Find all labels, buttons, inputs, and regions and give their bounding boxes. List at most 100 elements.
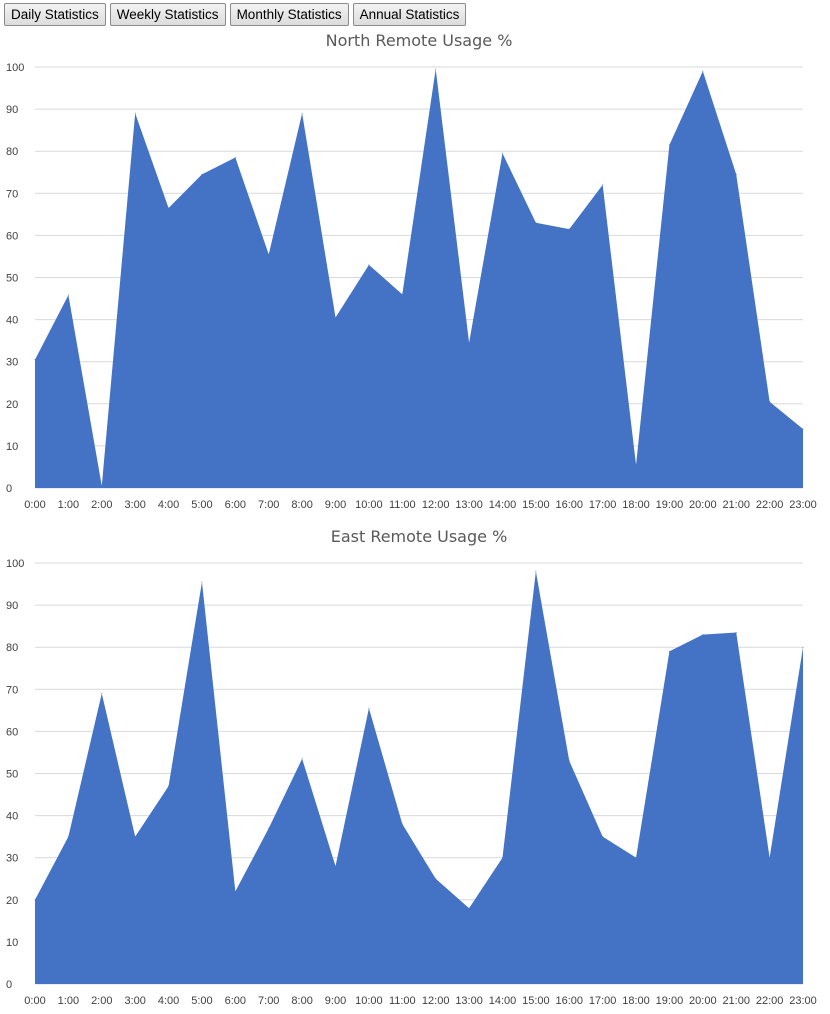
north-x-tick-label: 12:00 bbox=[422, 499, 450, 511]
north-x-tick-label: 19:00 bbox=[656, 499, 684, 511]
east-x-tick-label: 4:00 bbox=[158, 995, 179, 1007]
east-x-tick-label: 10:00 bbox=[355, 995, 383, 1007]
east-x-tick-label: 13:00 bbox=[455, 995, 483, 1007]
north-data-point bbox=[602, 184, 604, 186]
east-x-tick-label: 16:00 bbox=[555, 995, 583, 1007]
east-data-point bbox=[802, 646, 804, 648]
north-x-tick-label: 5:00 bbox=[191, 499, 212, 511]
north-data-point bbox=[668, 144, 670, 146]
east-data-point bbox=[735, 631, 737, 633]
north-data-point bbox=[535, 222, 537, 224]
north-data-point bbox=[702, 70, 704, 72]
east-data-point bbox=[668, 650, 670, 652]
north-x-tick-label: 0:00 bbox=[24, 499, 45, 511]
east-data-point bbox=[368, 707, 370, 709]
north-data-point bbox=[401, 293, 403, 295]
north-x-tick-label: 17:00 bbox=[589, 499, 617, 511]
east-data-point bbox=[635, 857, 637, 859]
east-x-tick-label: 12:00 bbox=[422, 995, 450, 1007]
east-x-tick-label: 14:00 bbox=[489, 995, 517, 1007]
north-y-tick-label: 60 bbox=[6, 230, 18, 242]
north-x-tick-label: 10:00 bbox=[355, 499, 383, 511]
east-y-tick-label: 70 bbox=[6, 684, 18, 696]
north-x-tick-label: 7:00 bbox=[258, 499, 279, 511]
north-data-point bbox=[802, 428, 804, 430]
east-data-point bbox=[134, 836, 136, 838]
north-data-point bbox=[101, 485, 103, 487]
north-usage-chart-svg: North Remote Usage % 0 10 20 30 40 50 60 70 80 90 1… bbox=[6, 31, 817, 511]
east-data-point bbox=[535, 570, 537, 572]
north-y-tick-label: 30 bbox=[6, 357, 18, 369]
daily-statistics-button[interactable]: Daily Statistics bbox=[4, 3, 106, 26]
east-data-point bbox=[335, 865, 337, 867]
east-data-point bbox=[201, 581, 203, 583]
north-y-tick-label: 20 bbox=[6, 399, 18, 411]
north-y-tick-label: 70 bbox=[6, 188, 18, 200]
north-x-tick-label: 6:00 bbox=[225, 499, 246, 511]
east-chart-title: East Remote Usage % bbox=[331, 527, 508, 546]
east-data-point bbox=[769, 857, 771, 859]
north-usage-area bbox=[35, 69, 803, 489]
north-x-tick-label: 18:00 bbox=[622, 499, 650, 511]
north-x-tick-label: 13:00 bbox=[455, 499, 483, 511]
statistics-toolbar: Daily Statistics Weekly Statistics Month… bbox=[4, 3, 467, 26]
north-y-tick-label: 50 bbox=[6, 273, 18, 285]
north-data-point bbox=[468, 342, 470, 344]
east-y-tick-label: 90 bbox=[6, 600, 18, 612]
east-x-tick-label: 20:00 bbox=[689, 995, 717, 1007]
north-data-point bbox=[168, 207, 170, 209]
east-data-point bbox=[468, 907, 470, 909]
east-data-point bbox=[435, 878, 437, 880]
north-x-tick-label: 3:00 bbox=[124, 499, 145, 511]
north-x-tick-label: 16:00 bbox=[555, 499, 583, 511]
north-data-point bbox=[568, 228, 570, 230]
north-data-point bbox=[335, 316, 337, 318]
north-data-point bbox=[735, 173, 737, 175]
east-y-tick-label: 0 bbox=[6, 979, 12, 991]
north-data-point bbox=[268, 253, 270, 255]
east-data-point bbox=[168, 785, 170, 787]
east-y-tick-label: 20 bbox=[6, 895, 18, 907]
north-data-point bbox=[635, 464, 637, 466]
east-data-point bbox=[34, 899, 36, 901]
weekly-statistics-button[interactable]: Weekly Statistics bbox=[109, 3, 226, 26]
east-data-point bbox=[702, 634, 704, 636]
north-data-point bbox=[435, 68, 437, 70]
north-data-point bbox=[201, 173, 203, 175]
east-x-tick-label: 18:00 bbox=[622, 995, 650, 1007]
north-x-tick-label: 15:00 bbox=[522, 499, 550, 511]
east-x-tick-label: 15:00 bbox=[522, 995, 550, 1007]
north-y-tick-label: 100 bbox=[6, 62, 24, 74]
north-x-tick-label: 1:00 bbox=[58, 499, 79, 511]
east-x-tick-label: 11:00 bbox=[389, 995, 416, 1007]
north-chart-title: North Remote Usage % bbox=[326, 31, 513, 50]
east-x-tick-label: 21:00 bbox=[722, 995, 750, 1007]
east-y-tick-label: 10 bbox=[6, 937, 18, 949]
north-usage-chart: North Remote Usage % 0 10 20 30 40 50 60 70 80 90 1… bbox=[0, 28, 830, 518]
north-data-point bbox=[234, 157, 236, 159]
monthly-statistics-button[interactable]: Monthly Statistics bbox=[229, 3, 349, 26]
east-x-tick-label: 8:00 bbox=[291, 995, 312, 1007]
north-x-tick-label: 21:00 bbox=[722, 499, 750, 511]
east-y-tick-label: 100 bbox=[6, 558, 24, 570]
east-x-tick-label: 17:00 bbox=[589, 995, 617, 1007]
north-x-tick-label: 4:00 bbox=[158, 499, 179, 511]
east-usage-chart: East Remote Usage % 0 10 20 30 40 50 60 70 80 90 10… bbox=[0, 524, 830, 1014]
east-x-tick-label: 1:00 bbox=[58, 995, 79, 1007]
annual-statistics-button[interactable]: Annual Statistics bbox=[352, 3, 467, 26]
north-data-point bbox=[134, 112, 136, 114]
north-data-point bbox=[301, 112, 303, 114]
east-data-point bbox=[101, 693, 103, 695]
east-usage-area bbox=[35, 571, 803, 984]
east-x-tick-label: 5:00 bbox=[191, 995, 212, 1007]
north-y-tick-label: 0 bbox=[6, 483, 12, 495]
east-data-point bbox=[501, 857, 503, 859]
east-data-point bbox=[568, 760, 570, 762]
east-y-tick-label: 80 bbox=[6, 642, 18, 654]
east-data-point bbox=[602, 836, 604, 838]
north-x-tick-label: 11:00 bbox=[389, 499, 416, 511]
east-x-tick-label: 0:00 bbox=[24, 995, 45, 1007]
east-x-tick-label: 9:00 bbox=[325, 995, 346, 1007]
east-y-tick-label: 30 bbox=[6, 853, 18, 865]
north-x-tick-label: 23:00 bbox=[789, 499, 817, 511]
